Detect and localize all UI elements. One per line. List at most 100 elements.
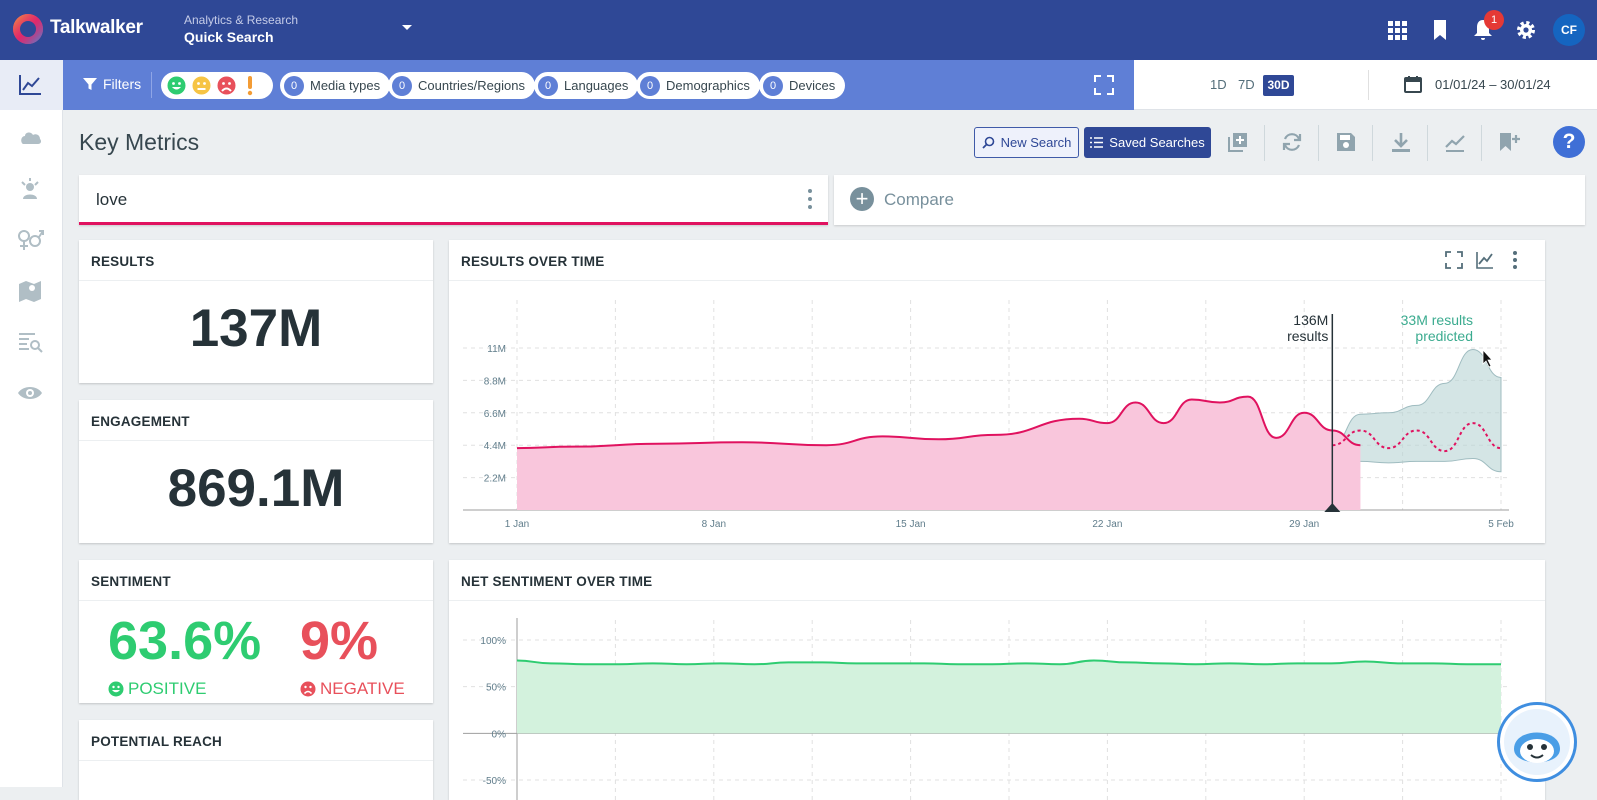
calendar-icon[interactable] — [1404, 75, 1422, 93]
results-card: RESULTS 137M — [79, 240, 433, 383]
download-icon[interactable] — [1389, 130, 1413, 154]
y-tick-label: 50% — [486, 683, 506, 694]
fullscreen-icon[interactable] — [1093, 74, 1115, 96]
sidebar-item-eye-icon[interactable] — [15, 378, 45, 408]
search-icon — [981, 136, 994, 149]
chart-menu-icon[interactable] — [1512, 250, 1518, 270]
today-marker-triangle — [1324, 503, 1341, 512]
list-icon — [1090, 137, 1104, 148]
range-1d[interactable]: 1D — [1210, 77, 1227, 92]
divider — [151, 72, 152, 98]
neutral-face-icon[interactable] — [192, 76, 211, 95]
sidebar-item-demographics-icon[interactable] — [15, 225, 45, 255]
query-term[interactable]: love — [96, 190, 128, 209]
filter-pill-devices[interactable]: 0 Devices — [759, 72, 846, 99]
time-range-bar: 1D 7D 30D 01/01/24 – 30/01/24 — [1134, 60, 1597, 110]
divider — [1264, 125, 1265, 161]
results-over-time-chart[interactable]: 2.2M 4.4M 6.6M 8.8M 11M 1 Jan 8 Jan 15 Jan 22 Ja… — [449, 240, 1545, 543]
pill-count: 0 — [392, 75, 412, 96]
new-search-button[interactable]: New Search — [974, 127, 1079, 158]
alert-exclamation-icon[interactable] — [245, 75, 255, 96]
bookmark-icon[interactable] — [1428, 18, 1452, 42]
x-tick-label: 29 Jan — [1289, 519, 1319, 530]
positive-label-row: POSITIVE — [108, 679, 206, 699]
filters-label: Filters — [103, 76, 142, 92]
negative-face-icon — [300, 681, 316, 697]
compare-tab[interactable]: + Compare — [834, 175, 1585, 225]
notification-badge: 1 — [1484, 10, 1504, 30]
engagement-title: ENGAGEMENT — [91, 414, 190, 429]
prediction-value-label: 33M results — [1401, 312, 1473, 328]
positive-face-icon[interactable] — [167, 76, 186, 95]
gear-icon[interactable] — [1514, 18, 1538, 42]
sidebar-item-influencer-icon[interactable] — [15, 174, 45, 204]
save-icon[interactable] — [1334, 130, 1358, 154]
prediction-unit-label: predicted — [1415, 328, 1473, 344]
filter-funnel-icon — [83, 78, 97, 90]
range-30d[interactable]: 30D — [1263, 75, 1294, 96]
compare-label: Compare — [884, 190, 954, 209]
results-over-time-card: RESULTS OVER TIME 2.2M 4.4M 6.6M 8.8M 11M 1 J… — [449, 240, 1545, 543]
divider — [79, 760, 433, 761]
pill-label: Languages — [564, 78, 629, 93]
page-title: Key Metrics — [79, 129, 200, 155]
refresh-icon[interactable] — [1280, 130, 1304, 154]
prediction-band — [1332, 348, 1502, 473]
help-button[interactable]: ? — [1553, 126, 1585, 158]
filter-pill-media-types[interactable]: 0 Media types — [280, 72, 391, 99]
chart-type-icon[interactable] — [1475, 250, 1495, 270]
chart-fullscreen-icon[interactable] — [1444, 250, 1464, 270]
filter-pill-languages[interactable]: 0 Languages — [534, 72, 639, 99]
divider — [79, 440, 433, 441]
project-label: Analytics & Research — [184, 13, 299, 27]
net-sentiment-area — [517, 660, 1501, 734]
query-menu-icon[interactable] — [807, 188, 813, 210]
filter-bar: Filters 0 Media types 0 Countries/Regions … — [63, 60, 1134, 110]
duplicate-icon[interactable] — [1226, 130, 1250, 154]
net-sentiment-chart[interactable]: 100% 50% 0% -50% — [449, 560, 1545, 800]
predicted-line — [1332, 422, 1502, 453]
net-sentiment-line — [516, 659, 1501, 666]
date-range-text[interactable]: 01/01/24 – 30/01/24 — [1435, 77, 1551, 92]
sidebar-item-cloud-icon[interactable] — [15, 123, 45, 153]
sidebar-item-map-icon[interactable] — [15, 276, 45, 306]
results-title: RESULTS — [91, 254, 155, 269]
positive-value: 63.6% — [108, 611, 262, 671]
add-compare-icon[interactable]: + — [850, 187, 874, 211]
trend-chart-icon[interactable] — [1443, 130, 1467, 154]
pill-count: 0 — [284, 75, 304, 96]
saved-searches-label: Saved Searches — [1109, 135, 1205, 150]
x-tick-label: 5 Feb — [1488, 519, 1514, 530]
y-tick-label: 4.4M — [484, 441, 506, 452]
results-area — [517, 396, 1361, 510]
new-search-label: New Search — [1000, 135, 1072, 150]
sidebar-item-analytics-icon[interactable] — [15, 70, 45, 100]
saved-searches-button[interactable]: Saved Searches — [1084, 127, 1211, 158]
filter-pill-countries-regions[interactable]: 0 Countries/Regions — [388, 72, 535, 99]
divider — [79, 280, 433, 281]
negative-face-icon[interactable] — [217, 76, 236, 95]
divider — [449, 600, 1545, 601]
user-avatar[interactable]: CF — [1553, 14, 1585, 46]
filter-pill-demographics[interactable]: 0 Demographics — [636, 72, 760, 99]
chevron-down-icon[interactable] — [401, 22, 413, 34]
filters-button[interactable]: Filters — [83, 76, 141, 92]
apps-grid-icon[interactable] — [1385, 18, 1409, 42]
potential-reach-card: POTENTIAL REACH — [79, 720, 433, 800]
sentiment-filter-pill[interactable] — [161, 72, 273, 99]
pill-label: Countries/Regions — [418, 78, 525, 93]
query-tab[interactable]: love — [79, 175, 828, 225]
marker-value-label: 136M — [1293, 312, 1328, 328]
talkwalker-logo-icon[interactable] — [12, 13, 44, 45]
range-7d[interactable]: 7D — [1238, 77, 1255, 92]
negative-value: 9% — [300, 611, 379, 671]
x-tick-label: 8 Jan — [702, 519, 726, 530]
divider — [1368, 70, 1369, 100]
add-bookmark-icon[interactable] — [1497, 130, 1521, 154]
net-sentiment-card: NET SENTIMENT OVER TIME 100% 50% 0% -50% — [449, 560, 1545, 800]
project-name[interactable]: Quick Search — [184, 29, 274, 45]
chat-assistant-button[interactable] — [1497, 702, 1577, 782]
sentiment-card: SENTIMENT 63.6% POSITIVE 9% NEGATIVE — [79, 560, 433, 703]
sidebar-item-topics-icon[interactable] — [15, 327, 45, 357]
results-line — [516, 395, 1361, 450]
